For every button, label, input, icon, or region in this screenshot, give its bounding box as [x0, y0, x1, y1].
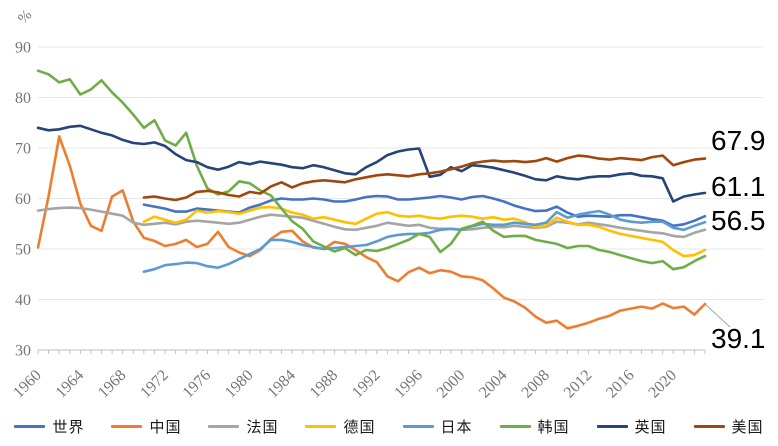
end-label-uk: 61.1	[711, 171, 766, 202]
legend-swatch-france	[208, 424, 240, 428]
y-tick-label-70: 70	[15, 141, 31, 158]
legend-item-world: 世界	[14, 416, 84, 437]
legend-swatch-germany	[305, 424, 337, 428]
line-usa	[142, 154, 707, 202]
line-china	[36, 135, 707, 330]
y-tick-label-40: 40	[15, 292, 31, 309]
legend-label-germany: 德国	[343, 419, 376, 436]
legend-item-uk: 英国	[596, 416, 667, 437]
x-tick-label-1964: 1964	[53, 367, 88, 402]
line-france	[36, 206, 707, 239]
legend-item-usa: 美国	[693, 416, 764, 437]
legend-label-world: 世界	[52, 419, 85, 436]
legend-swatch-japan	[402, 424, 434, 428]
legend-label-uk: 英国	[634, 419, 667, 436]
y-tick-label-60: 60	[15, 191, 31, 208]
x-tick-label-2008: 2008	[518, 367, 553, 402]
x-tick-label-1984: 1984	[264, 367, 299, 402]
line-korea	[36, 69, 707, 271]
y-axis-title: %	[15, 7, 35, 27]
legend-label-korea: 韩国	[537, 419, 570, 436]
line-germany	[142, 205, 707, 258]
x-tick-label-2012: 2012	[561, 367, 596, 402]
legend-item-germany: 德国	[305, 416, 375, 437]
x-tick-label-1972: 1972	[137, 367, 172, 402]
x-tick-label-1976: 1976	[180, 367, 215, 402]
y-tick-label-90: 90	[15, 40, 31, 57]
chart-legend: 世界 中国 法国 德国 日本 韩国 英国 美国	[0, 412, 778, 440]
legend-item-korea: 韩国	[499, 416, 570, 437]
x-tick-label-1960: 1960	[10, 367, 45, 402]
legend-swatch-usa	[693, 424, 725, 428]
x-tick-label-1992: 1992	[349, 367, 384, 402]
end-label-world: 56.5	[711, 205, 766, 236]
x-tick-label-2000: 2000	[434, 367, 469, 402]
legend-item-japan: 日本	[402, 416, 473, 437]
legend-swatch-korea	[499, 424, 531, 428]
legend-label-japan: 日本	[440, 419, 473, 436]
x-tick-label-1968: 1968	[95, 367, 130, 402]
line-japan	[142, 209, 707, 274]
leader-line-china	[705, 304, 731, 328]
y-tick-label-50: 50	[15, 242, 31, 259]
x-tick-label-2020: 2020	[645, 367, 680, 402]
legend-item-france: 法国	[208, 416, 278, 437]
x-tick-label-2016: 2016	[603, 367, 638, 402]
end-label-china: 39.1	[711, 323, 766, 354]
legend-label-usa: 美国	[731, 419, 764, 436]
legend-swatch-uk	[596, 424, 628, 428]
legend-label-china: 中国	[149, 419, 182, 436]
legend-label-france: 法国	[246, 419, 279, 436]
legend-swatch-world	[14, 424, 46, 428]
x-tick-label-2004: 2004	[476, 367, 511, 402]
y-tick-label-30: 30	[15, 343, 31, 360]
legend-swatch-china	[111, 424, 143, 428]
y-tick-label-80: 80	[15, 90, 31, 107]
x-tick-label-1996: 1996	[391, 367, 426, 402]
line-uk	[36, 124, 707, 203]
end-label-usa: 67.9	[711, 125, 766, 156]
x-tick-label-1980: 1980	[222, 367, 257, 402]
legend-item-china: 中国	[111, 416, 181, 437]
x-tick-label-1988: 1988	[307, 367, 342, 402]
